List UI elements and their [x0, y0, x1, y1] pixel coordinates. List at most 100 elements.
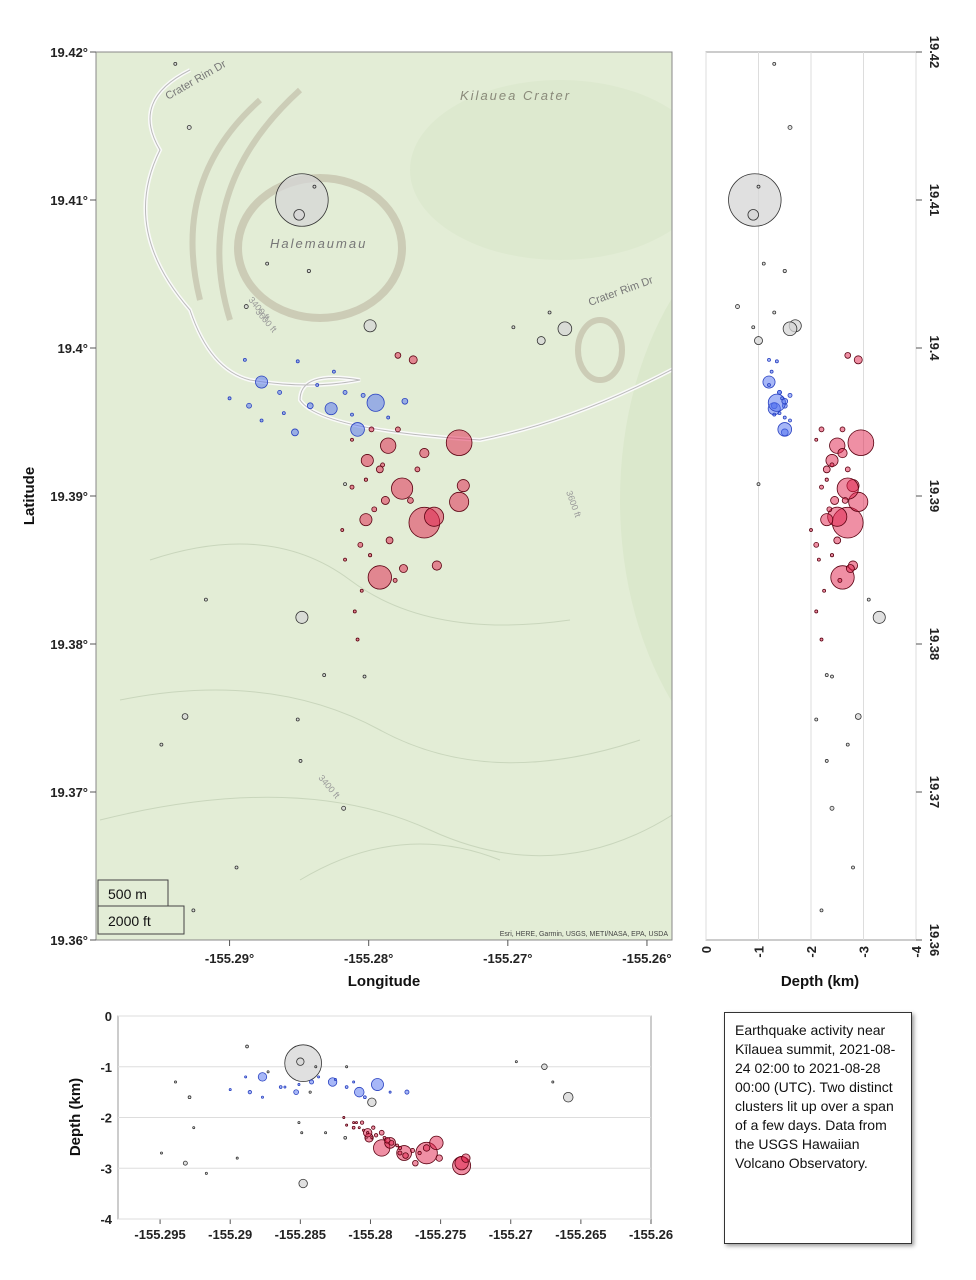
quake: [449, 491, 470, 512]
quake: [830, 674, 834, 679]
y-axis-label: Latitude: [21, 467, 38, 525]
quake: [298, 1178, 308, 1189]
quake: [833, 536, 842, 545]
quake: [767, 383, 771, 387]
scale-label: 500 m: [108, 886, 147, 902]
quake: [368, 426, 375, 433]
quake: [343, 557, 347, 562]
quake: [293, 1089, 299, 1095]
quake: [244, 1075, 248, 1079]
quake: [245, 1044, 249, 1049]
x-tick-label: 0: [699, 946, 714, 953]
quake: [844, 466, 851, 473]
quake: [363, 1095, 367, 1100]
quake: [174, 1080, 177, 1084]
quake: [192, 1126, 196, 1130]
quake: [367, 565, 392, 590]
x-tick-label: -155.29°: [205, 951, 254, 966]
quake: [380, 496, 390, 505]
x-tick-label: -155.265: [555, 1227, 606, 1242]
quake: [357, 1126, 361, 1130]
quake: [829, 805, 835, 811]
x-tick-label: -155.29: [208, 1227, 252, 1242]
quake: [368, 553, 373, 558]
quake: [191, 908, 196, 913]
x-tick-label: -4: [909, 945, 924, 957]
x-tick-label: -3: [857, 946, 872, 958]
quake: [371, 1078, 384, 1091]
quake: [354, 1121, 358, 1125]
quake: [419, 448, 430, 459]
quake: [306, 402, 314, 410]
quake: [814, 437, 819, 442]
quake: [295, 610, 309, 624]
quake: [283, 1085, 287, 1089]
y-tick-label: 19.37°: [50, 785, 88, 800]
quake: [782, 269, 787, 274]
quake: [357, 541, 364, 548]
quake: [343, 482, 347, 487]
quake: [173, 61, 178, 66]
quake: [293, 209, 305, 221]
quake: [352, 1121, 356, 1125]
quake: [402, 1152, 409, 1159]
quake: [228, 1088, 232, 1092]
quake: [360, 454, 374, 467]
quake: [373, 1133, 379, 1138]
quake: [227, 396, 232, 401]
quake: [514, 1060, 518, 1064]
quake: [822, 588, 827, 593]
quake: [837, 577, 843, 583]
quake: [385, 536, 394, 545]
quake: [395, 426, 401, 433]
quake: [247, 1090, 252, 1095]
quake: [324, 402, 338, 416]
quake: [824, 477, 829, 482]
quake: [371, 506, 378, 513]
quake: [563, 1091, 574, 1103]
basemap: [96, 52, 672, 940]
quake: [397, 1150, 403, 1156]
quake: [349, 484, 355, 490]
quake: [354, 1086, 365, 1098]
quake: [342, 389, 348, 395]
y-tick-label: 19.39: [927, 480, 942, 513]
caption: Earthquake activity near Kīlauea summit,…: [724, 1012, 912, 1244]
quake: [332, 369, 336, 374]
quake: [772, 412, 777, 417]
scale-label: 2000 ft: [108, 913, 151, 929]
quake: [818, 426, 825, 433]
quake: [844, 352, 852, 359]
y-tick-label: -4: [100, 1212, 112, 1227]
y-tick-label: 19.38°: [50, 637, 88, 652]
quake: [782, 321, 798, 337]
quake: [435, 1154, 443, 1162]
quake: [315, 383, 320, 387]
quake: [780, 396, 785, 401]
quake: [160, 1151, 163, 1155]
quake: [394, 352, 402, 359]
quake: [297, 1121, 301, 1125]
y-tick-label: -1: [100, 1060, 112, 1075]
map-points: [159, 61, 573, 913]
quake: [728, 173, 782, 227]
quake: [445, 429, 473, 456]
quake: [345, 1123, 349, 1127]
quake: [536, 336, 546, 346]
quake: [265, 261, 270, 266]
quake: [762, 375, 776, 389]
quake: [363, 477, 368, 482]
quake: [243, 304, 249, 309]
quake: [754, 336, 763, 346]
attribution: Esri, HERE, Garmin, USGS, METI/NASA, EPA…: [500, 931, 669, 938]
quake: [547, 310, 552, 315]
quake: [429, 1135, 444, 1150]
y-tick-label: 19.38: [927, 628, 942, 661]
quake: [367, 1097, 377, 1107]
quake: [824, 759, 829, 763]
quake: [407, 497, 414, 504]
quake: [410, 1148, 415, 1153]
quake: [350, 412, 354, 417]
quake: [382, 1135, 387, 1140]
quake: [359, 1120, 365, 1125]
